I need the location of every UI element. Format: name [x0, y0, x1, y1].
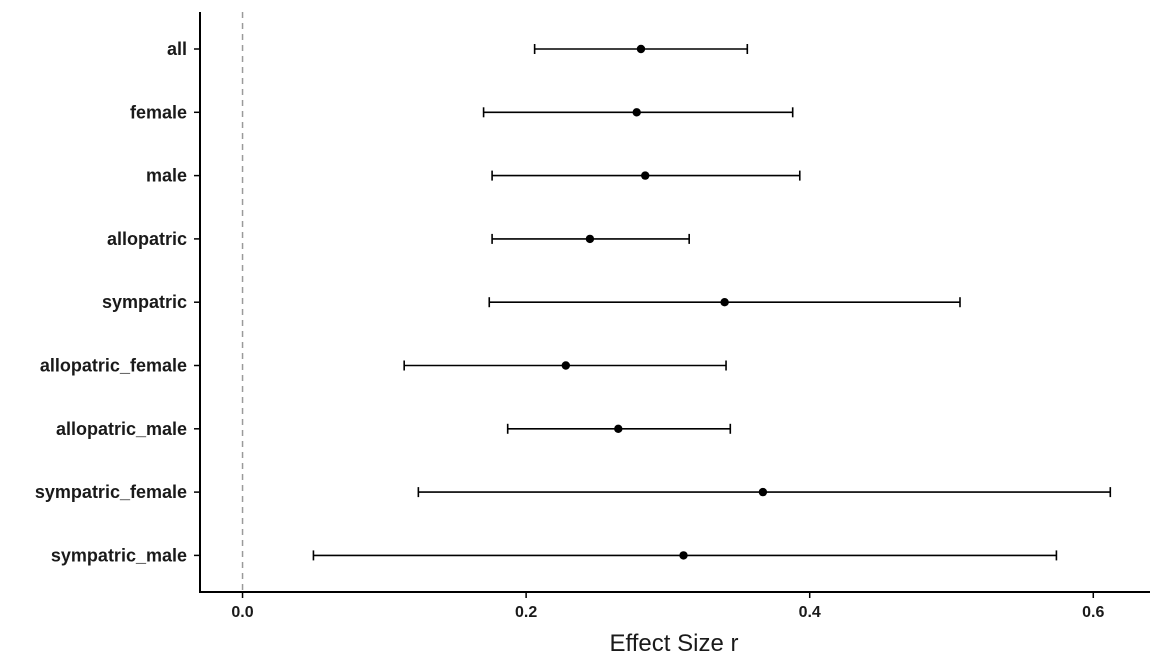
x-axis-title: Effect Size r [610, 630, 739, 657]
estimate-row-allopatric-female [403, 360, 727, 371]
x-ticks-layer: 0.0 0.2 0.4 0.6 [231, 592, 1105, 621]
estimate-row-sympatric-female [417, 487, 1112, 498]
point-estimate [758, 487, 768, 497]
x-tick-label: 0.0 [231, 604, 253, 621]
category-label: allopatric_female [40, 356, 187, 376]
x-tick-label: 0.6 [1082, 604, 1104, 621]
category-label: sympatric_male [51, 545, 187, 565]
point-estimate [720, 298, 729, 307]
estimate-row-all [533, 44, 749, 54]
category-labels-layer: all female male allopatric sympatric allopatr… [35, 39, 200, 565]
category-label: sympatric [102, 292, 187, 312]
estimate-row-female [482, 107, 794, 118]
estimate-row-sympatric [488, 297, 961, 308]
point-estimate [632, 108, 641, 117]
category-label: male [146, 166, 187, 186]
point-estimate [641, 171, 650, 180]
point-estimate [585, 234, 595, 244]
point-estimate [679, 551, 688, 560]
intervals-layer [312, 44, 1112, 561]
x-tick-label: 0.2 [515, 604, 537, 621]
estimate-row-sympatric-male [312, 550, 1058, 561]
category-label: allopatric [107, 229, 187, 249]
category-label: all [167, 39, 187, 59]
point-estimate [561, 361, 571, 370]
estimate-row-allopatric [491, 233, 690, 244]
category-label: female [130, 102, 187, 122]
point-estimate [614, 424, 623, 433]
category-label: sympatric_female [35, 482, 187, 502]
point-estimate [636, 44, 646, 54]
estimate-row-male [491, 170, 801, 181]
category-label: allopatric_male [56, 419, 187, 439]
x-tick-label: 0.4 [799, 604, 821, 621]
estimate-row-allopatric-male [506, 423, 732, 434]
